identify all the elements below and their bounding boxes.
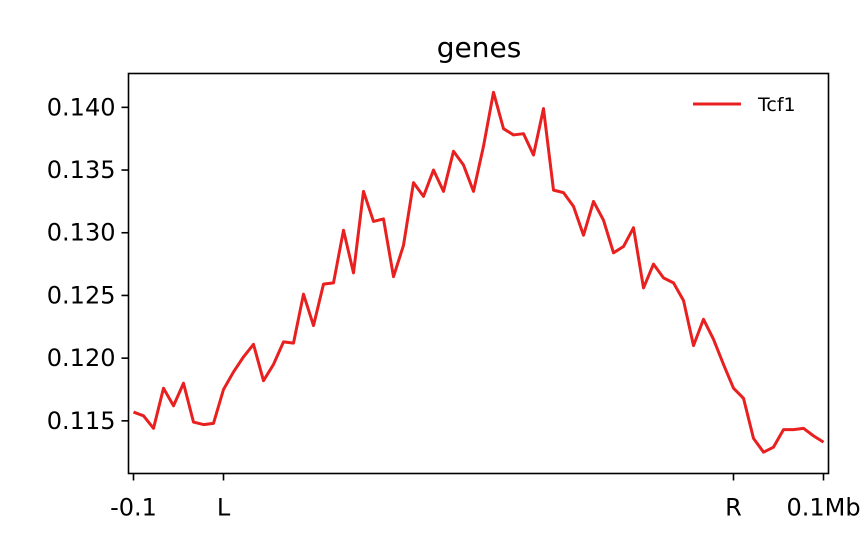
- plot-frame: [127, 72, 830, 475]
- x-axis: -0.1 L R 0.1Mb: [110, 473, 861, 522]
- x-tick-label: 0.1Mb: [786, 494, 860, 522]
- y-tick-label: 0.140: [47, 93, 116, 121]
- x-tick-label: L: [217, 494, 231, 522]
- y-tick-label: 0.130: [47, 219, 116, 247]
- y-axis: 0.115 0.120 0.125 0.130 0.135 0.140: [47, 93, 129, 435]
- legend: Tcf1: [693, 94, 796, 116]
- chart-title: genes: [437, 31, 522, 64]
- x-tick-label: -0.1: [110, 494, 157, 522]
- series-line-tcf1: [132, 90, 825, 454]
- legend-label: Tcf1: [757, 94, 796, 116]
- y-tick-label: 0.115: [47, 407, 116, 435]
- series-layer: [132, 90, 825, 454]
- x-tick-label: R: [725, 494, 742, 522]
- y-tick-label: 0.120: [47, 344, 116, 372]
- y-tick-label: 0.125: [47, 281, 116, 309]
- y-tick-label: 0.135: [47, 156, 116, 184]
